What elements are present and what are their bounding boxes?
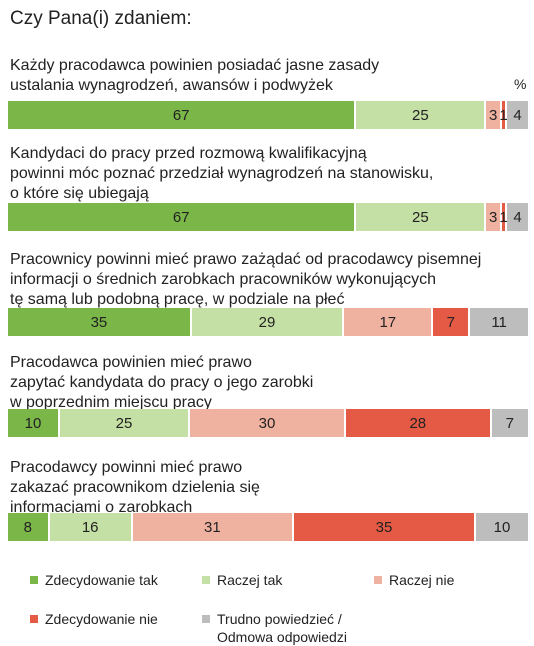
- data-label: 4: [513, 208, 522, 226]
- bar-segment: 3: [486, 203, 502, 231]
- data-label: 17: [379, 313, 397, 331]
- data-label: 7: [505, 414, 514, 432]
- data-label: 25: [412, 106, 429, 124]
- data-label: 1: [499, 208, 508, 226]
- question-label: Pracodawcy powinni mieć prawo zakazać pr…: [10, 459, 260, 516]
- legend-label: Zdecydowanie nie: [45, 611, 158, 627]
- stacked-bar: 67 25 3 1 4: [8, 203, 528, 231]
- legend-label: Raczej nie: [389, 572, 455, 588]
- question-label: Każdy pracodawca powinien posiadać jasne…: [10, 57, 380, 94]
- stacked-bar: 67 25 3 1 4: [8, 101, 528, 129]
- question-label: Kandydaci do pracy przed rozmową kwalifi…: [10, 145, 434, 202]
- bar-segment: 25: [356, 203, 487, 231]
- data-label: 35: [375, 518, 393, 536]
- bar-segment: 7: [433, 308, 471, 336]
- bar-segment: 30: [190, 409, 346, 437]
- data-label: 16: [81, 518, 99, 536]
- bar-segment: 31: [132, 513, 294, 541]
- bar-segment: 16: [49, 513, 133, 541]
- data-label: 10: [24, 414, 42, 432]
- legend-label: Raczej tak: [217, 572, 283, 588]
- legend-item: Trudno powiedzieć / Odmowa odpowiedzi: [202, 610, 347, 646]
- data-label: 10: [493, 518, 511, 536]
- legend-item: Zdecydowanie tak: [30, 571, 158, 589]
- stacked-bar: 8 16 31 35 10: [8, 513, 528, 541]
- legend-label: Zdecydowanie tak: [45, 572, 158, 588]
- unit-label: %: [514, 76, 527, 92]
- data-label: 4: [513, 106, 522, 124]
- question-label: Pracodawca powinien mieć prawo zapytać k…: [10, 354, 314, 411]
- bar-segment: 4: [507, 203, 528, 231]
- data-label: 31: [204, 518, 221, 536]
- bar-segment: 17: [344, 308, 434, 336]
- bar-segment: 67: [8, 203, 357, 231]
- data-label: 8: [23, 518, 32, 536]
- data-label: 30: [258, 414, 276, 432]
- legend-label: Trudno powiedzieć / Odmowa odpowiedzi: [217, 611, 347, 645]
- data-label: 29: [258, 313, 276, 331]
- bar-segment: 1: [499, 101, 508, 129]
- bar-segment: 10: [476, 513, 528, 541]
- chart-title: Czy Pana(i) zdaniem:: [10, 8, 192, 29]
- legend-swatch: [30, 576, 38, 584]
- bar-segment: 67: [8, 101, 357, 129]
- legend-swatch: [202, 576, 210, 584]
- bar-segment: 25: [356, 101, 487, 129]
- legend-item: Raczej tak: [202, 571, 282, 589]
- stacked-bar: 10 25 30 28 7: [8, 409, 528, 437]
- data-label: 67: [172, 208, 190, 226]
- bar-segment: 25: [60, 409, 190, 437]
- legend-item: Raczej nie: [374, 571, 454, 589]
- data-label: 1: [499, 106, 508, 124]
- data-label: 28: [409, 414, 427, 432]
- bar-segment: 8: [8, 513, 50, 541]
- bar-segment: 7: [491, 409, 528, 437]
- bar-segment: 11: [470, 308, 528, 336]
- bar-segment: 1: [499, 203, 508, 231]
- bar-segment: 3: [486, 101, 502, 129]
- legend-swatch: [202, 615, 210, 623]
- bar-segment: 35: [294, 513, 476, 541]
- legend-item: Zdecydowanie nie: [30, 610, 158, 628]
- data-label: 25: [115, 414, 133, 432]
- bar-segment: 4: [507, 101, 528, 129]
- question-label: Pracownicy powinni mieć prawo zażądać od…: [10, 251, 482, 308]
- legend-swatch: [30, 615, 38, 623]
- bar-segment: 28: [346, 409, 492, 437]
- bar-segment: 10: [8, 409, 60, 437]
- data-label: 7: [446, 313, 455, 331]
- data-label: 67: [172, 106, 190, 124]
- data-label: 3: [489, 208, 498, 226]
- legend-swatch: [374, 576, 382, 584]
- bar-segment: 35: [8, 308, 192, 336]
- data-label: 35: [90, 313, 108, 331]
- data-label: 11: [491, 313, 507, 331]
- data-label: 3: [489, 106, 498, 124]
- stacked-bar: 35 29 17 7 11: [8, 308, 528, 336]
- data-label: 25: [412, 208, 429, 226]
- bar-segment: 29: [191, 308, 345, 336]
